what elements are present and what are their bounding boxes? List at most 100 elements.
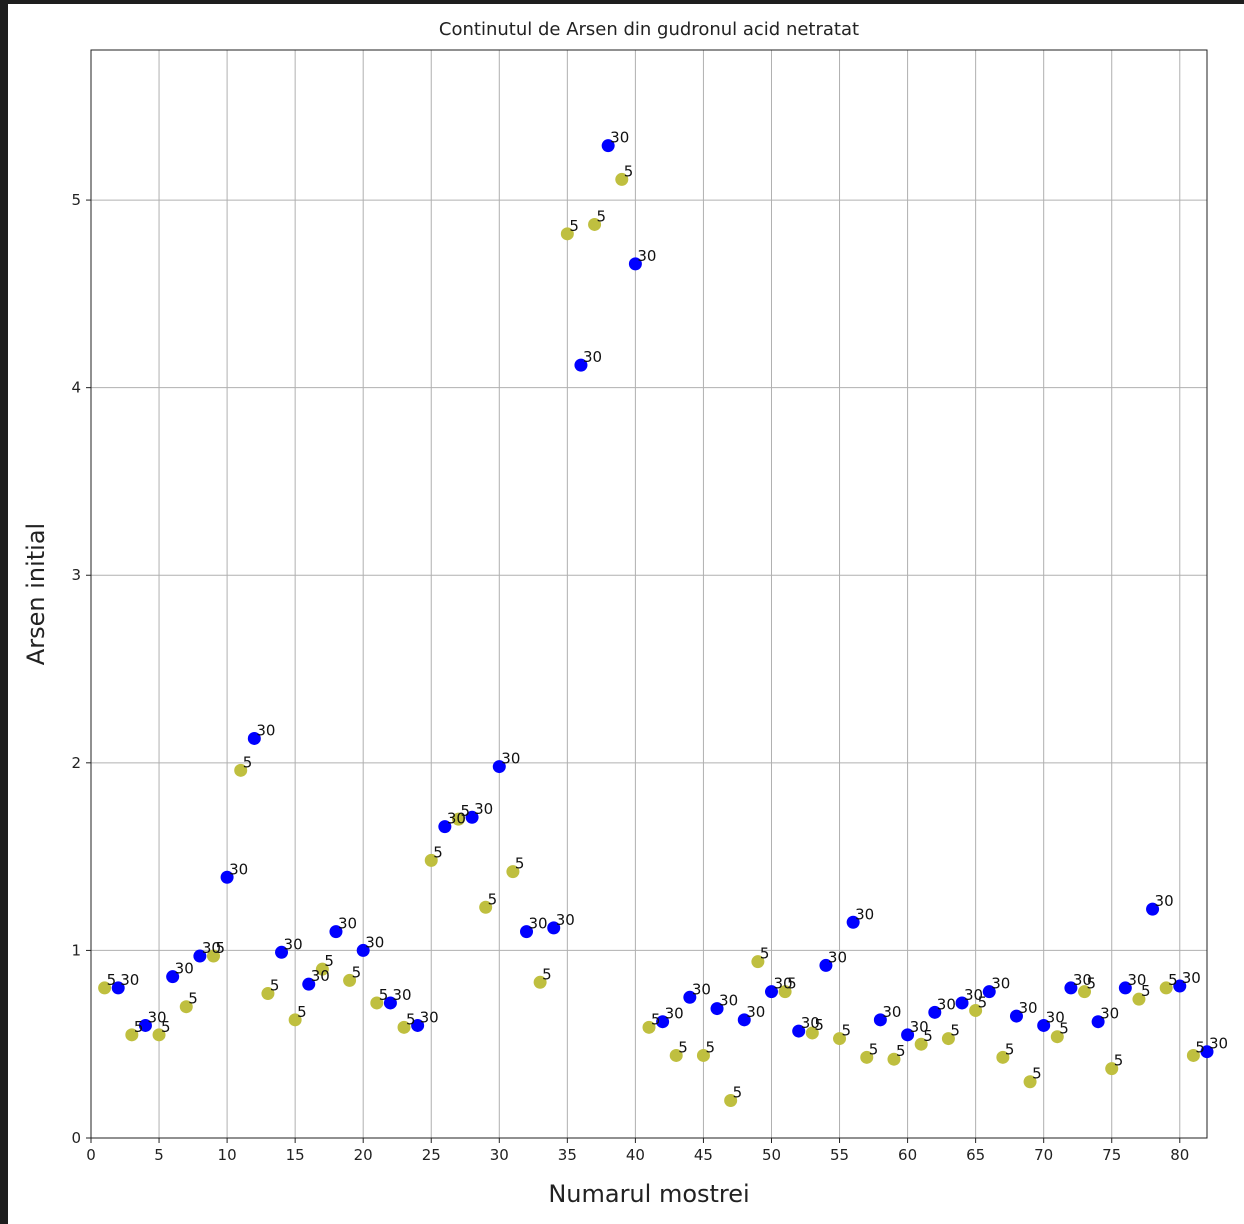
x-tick-label: 30 bbox=[490, 1146, 509, 1164]
data-point-label: 30 bbox=[1155, 892, 1174, 910]
data-point-30 bbox=[1009, 1009, 1023, 1023]
data-point-label: 5 bbox=[1168, 971, 1178, 989]
data-point-30 bbox=[764, 985, 778, 999]
x-tick-label: 0 bbox=[86, 1146, 96, 1164]
y-tick-label: 5 bbox=[71, 191, 81, 209]
data-point-5 bbox=[941, 1032, 955, 1046]
data-point-5 bbox=[98, 981, 112, 995]
data-point-5 bbox=[370, 996, 384, 1010]
data-point-label: 30 bbox=[637, 247, 656, 265]
data-point-label: 5 bbox=[705, 1038, 715, 1056]
data-point-label: 5 bbox=[1087, 975, 1097, 993]
data-point-label: 5 bbox=[352, 963, 362, 981]
x-tick-label: 80 bbox=[1170, 1146, 1189, 1164]
x-tick-label: 10 bbox=[218, 1146, 237, 1164]
data-point-30 bbox=[275, 945, 289, 959]
data-point-label: 30 bbox=[392, 986, 411, 1004]
data-point-30 bbox=[683, 990, 697, 1004]
data-point-label: 30 bbox=[1209, 1035, 1228, 1053]
x-tick-label: 50 bbox=[762, 1146, 781, 1164]
data-point-5 bbox=[805, 1026, 819, 1040]
data-point-30 bbox=[1064, 981, 1078, 995]
data-point-5 bbox=[125, 1028, 139, 1042]
data-point-30 bbox=[928, 1005, 942, 1019]
data-point-label: 30 bbox=[610, 129, 629, 147]
data-point-30 bbox=[492, 760, 506, 774]
x-tick-label: 15 bbox=[286, 1146, 305, 1164]
data-point-label: 5 bbox=[297, 1003, 307, 1021]
data-point-5 bbox=[860, 1050, 874, 1064]
data-point-30 bbox=[601, 139, 615, 153]
data-point-5 bbox=[451, 812, 465, 826]
data-point-30 bbox=[1118, 981, 1132, 995]
data-point-label: 5 bbox=[488, 890, 498, 908]
x-axis-label: Numarul mostrei bbox=[548, 1180, 749, 1208]
data-point-label: 5 bbox=[1005, 1040, 1015, 1058]
data-point-30 bbox=[465, 810, 479, 824]
data-point-5 bbox=[1159, 981, 1173, 995]
data-point-label: 30 bbox=[474, 800, 493, 818]
data-point-label: 5 bbox=[1141, 982, 1151, 1000]
data-point-5 bbox=[914, 1037, 928, 1051]
data-point-label: 5 bbox=[1114, 1052, 1124, 1070]
data-point-label: 5 bbox=[760, 945, 770, 963]
data-point-30 bbox=[955, 996, 969, 1010]
data-point-label: 30 bbox=[665, 1005, 684, 1023]
data-point-30 bbox=[138, 1018, 152, 1032]
data-point-5 bbox=[969, 1003, 983, 1017]
data-point-label: 5 bbox=[678, 1038, 688, 1056]
data-point-5 bbox=[343, 973, 357, 987]
data-point-5 bbox=[1078, 985, 1092, 999]
data-point-5 bbox=[833, 1032, 847, 1046]
x-tick-label: 20 bbox=[354, 1146, 373, 1164]
data-point-30 bbox=[193, 949, 207, 963]
data-points bbox=[98, 139, 1214, 1107]
data-point-30 bbox=[982, 985, 996, 999]
data-point-label: 5 bbox=[896, 1042, 906, 1060]
data-point-label: 5 bbox=[324, 952, 334, 970]
data-point-label: 30 bbox=[256, 721, 275, 739]
data-point-label: 5 bbox=[651, 1010, 661, 1028]
data-point-label: 30 bbox=[501, 750, 520, 768]
x-tick-label: 25 bbox=[422, 1146, 441, 1164]
data-point-label: 30 bbox=[828, 948, 847, 966]
data-point-label: 5 bbox=[950, 1022, 960, 1040]
data-point-label: 30 bbox=[1127, 971, 1146, 989]
data-point-label: 30 bbox=[284, 935, 303, 953]
x-ticks: 0 5 10 15 20 25 30 35 40 45 50 55 60 65 70 75 80 bbox=[86, 1138, 1189, 1164]
data-point-label: 30 bbox=[719, 992, 738, 1010]
data-point-5 bbox=[642, 1020, 656, 1034]
data-point-5 bbox=[696, 1048, 710, 1062]
data-point-label: 5 bbox=[107, 971, 117, 989]
data-point-label: 5 bbox=[569, 217, 579, 235]
data-point-label: 5 bbox=[460, 802, 470, 820]
data-point-label: 5 bbox=[978, 993, 988, 1011]
data-point-5 bbox=[397, 1020, 411, 1034]
data-point-label: 5 bbox=[379, 986, 389, 1004]
data-point-label: 30 bbox=[937, 995, 956, 1013]
chart-frame: Continutul de Arsen din gudronul acid ne… bbox=[8, 4, 1244, 1224]
data-point-label: 5 bbox=[188, 990, 198, 1008]
data-point-label: 30 bbox=[855, 905, 874, 923]
data-point-label: 5 bbox=[624, 162, 634, 180]
data-point-5 bbox=[424, 853, 438, 867]
y-tick-label: 2 bbox=[71, 754, 81, 772]
data-point-label: 30 bbox=[1046, 1008, 1065, 1026]
data-point-30 bbox=[1146, 902, 1160, 916]
data-point-30 bbox=[520, 925, 534, 939]
data-point-label: 5 bbox=[597, 207, 607, 225]
data-point-label: 30 bbox=[420, 1008, 439, 1026]
data-point-5 bbox=[152, 1028, 166, 1042]
data-point-label: 30 bbox=[964, 986, 983, 1004]
data-point-label: 5 bbox=[215, 939, 225, 957]
data-point-label: 5 bbox=[1032, 1065, 1042, 1083]
data-point-label: 30 bbox=[773, 975, 792, 993]
x-tick-label: 45 bbox=[694, 1146, 713, 1164]
data-point-label: 5 bbox=[161, 1018, 171, 1036]
data-point-label: 5 bbox=[923, 1027, 933, 1045]
scatter-chart: Continutul de Arsen din gudronul acid ne… bbox=[22, 19, 1228, 1208]
data-point-label: 30 bbox=[882, 1003, 901, 1021]
data-point-30 bbox=[574, 358, 588, 372]
data-point-label: 5 bbox=[243, 753, 253, 771]
data-point-label: 30 bbox=[311, 967, 330, 985]
